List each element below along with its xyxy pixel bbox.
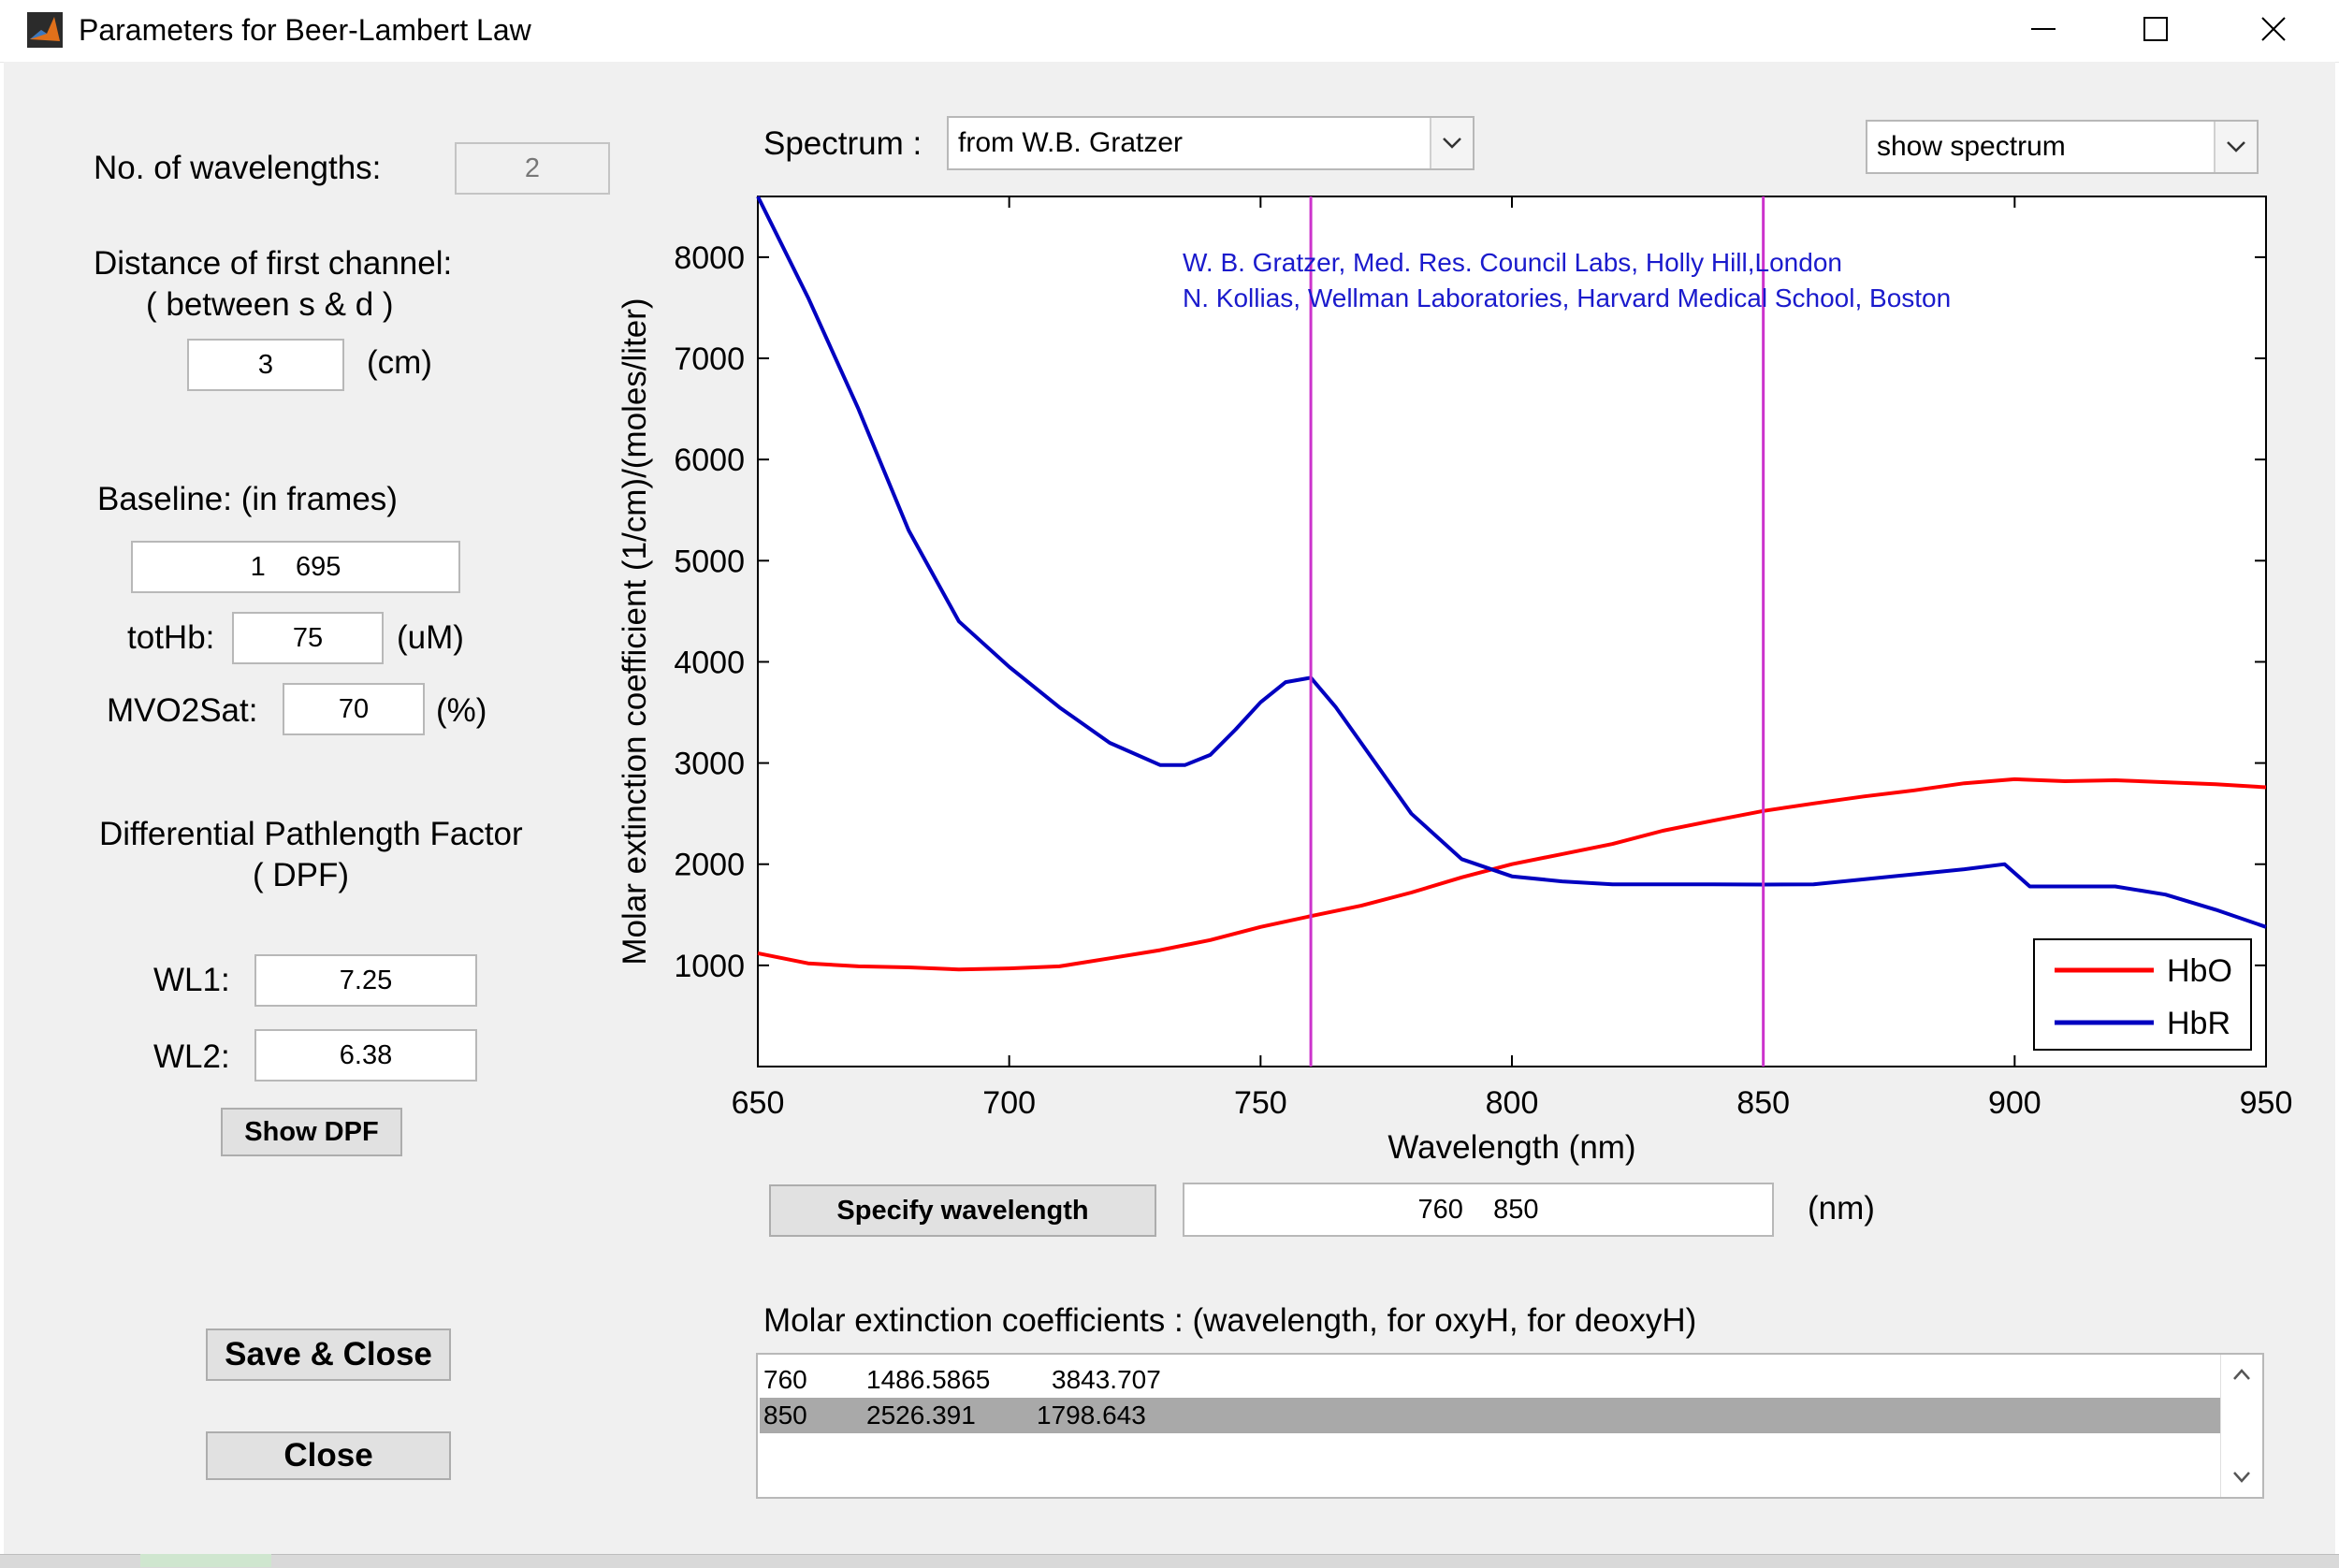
minimize-button[interactable] bbox=[1998, 0, 2088, 58]
title-bar: Parameters for Beer-Lambert Law bbox=[0, 0, 2339, 63]
distance-label: Distance of first channel: bbox=[94, 245, 453, 282]
tothb-field[interactable]: 75 bbox=[232, 612, 384, 664]
spectrum-label: Spectrum : bbox=[763, 125, 923, 162]
save-close-button[interactable]: Save & Close bbox=[206, 1328, 451, 1381]
legend-label-hbr: HbR bbox=[2167, 1006, 2230, 1041]
close-button[interactable]: Close bbox=[206, 1431, 451, 1480]
list-item-selected[interactable]: 850 2526.391 1798.643 bbox=[760, 1398, 2221, 1433]
x-tick-label: 700 bbox=[982, 1085, 1036, 1121]
view-select-value: show spectrum bbox=[1877, 131, 2066, 162]
tothb-unit: (uM) bbox=[397, 619, 464, 656]
chevron-down-icon bbox=[2214, 122, 2257, 172]
minimize-icon bbox=[2031, 28, 2056, 30]
spectrum-select[interactable]: from W.B. Gratzer bbox=[947, 116, 1475, 170]
baseline-label: Baseline: (in frames) bbox=[97, 481, 398, 517]
maximize-button[interactable] bbox=[2111, 0, 2201, 58]
coefficients-label: Molar extinction coefficients : (wavelen… bbox=[763, 1302, 1697, 1339]
wl2-label: WL2: bbox=[153, 1038, 230, 1075]
mvo2sat-field[interactable]: 70 bbox=[283, 683, 425, 735]
y-tick-label: 4000 bbox=[674, 645, 745, 680]
legend-box bbox=[2033, 938, 2252, 1051]
annotation-text: N. Kollias, Wellman Laboratories, Harvar… bbox=[1183, 283, 1951, 312]
y-tick-label: 5000 bbox=[674, 544, 745, 579]
coefficients-list[interactable]: 760 1486.5865 3843.707 850 2526.391 1798… bbox=[756, 1353, 2264, 1499]
plot-area bbox=[757, 196, 2267, 1067]
matlab-app-icon bbox=[27, 12, 63, 48]
status-segment bbox=[140, 1554, 271, 1567]
status-bar bbox=[0, 1554, 2339, 1568]
close-window-button[interactable] bbox=[2229, 0, 2318, 58]
coef-deoxy: 3843.707 bbox=[1052, 1365, 1161, 1394]
legend-label-hbo: HbO bbox=[2167, 953, 2232, 989]
num-wavelengths-field: 2 bbox=[455, 142, 610, 195]
x-tick-label: 850 bbox=[1736, 1085, 1790, 1121]
coef-wavelength: 760 bbox=[763, 1365, 807, 1394]
spectrum-select-value: from W.B. Gratzer bbox=[958, 127, 1184, 158]
num-wavelengths-label: No. of wavelengths: bbox=[94, 150, 382, 186]
x-tick-label: 900 bbox=[1988, 1085, 2041, 1121]
window-title: Parameters for Beer-Lambert Law bbox=[79, 13, 531, 47]
x-axis-label: Wavelength (nm) bbox=[1387, 1129, 1635, 1166]
wavelength-unit: (nm) bbox=[1808, 1190, 1875, 1227]
series-line-hbr bbox=[756, 196, 2267, 929]
annotation-text: W. B. Gratzer, Med. Res. Council Labs, H… bbox=[1183, 248, 1842, 277]
chevron-down-icon bbox=[1430, 118, 1473, 168]
tothb-label: totHb: bbox=[127, 619, 215, 656]
wl1-dpf-field[interactable]: 7.25 bbox=[254, 954, 477, 1007]
y-axis-label: Molar extinction coefficient (1/cm)/(mol… bbox=[617, 298, 653, 965]
spectrum-chart: 650 700 750 800 850 900 950 1000 2000 3000 4000 500… bbox=[617, 196, 2293, 1166]
wl2-dpf-field[interactable]: 6.38 bbox=[254, 1029, 477, 1082]
y-tick-label: 3000 bbox=[674, 747, 745, 782]
close-icon bbox=[2261, 17, 2286, 41]
x-tick-label: 800 bbox=[1486, 1085, 1539, 1121]
x-tick-label: 750 bbox=[1234, 1085, 1287, 1121]
mvo2sat-label: MVO2Sat: bbox=[107, 692, 258, 729]
chevron-up-icon bbox=[2233, 1369, 2250, 1380]
y-tick-label: 8000 bbox=[674, 240, 745, 276]
coef-oxy: 1486.5865 bbox=[866, 1365, 991, 1394]
distance-unit: (cm) bbox=[367, 344, 432, 381]
dpf-label: Differential Pathlength Factor bbox=[99, 816, 523, 852]
baseline-field[interactable]: 1 695 bbox=[131, 541, 460, 593]
wl1-label: WL1: bbox=[153, 962, 230, 998]
series-line-hbo bbox=[757, 777, 2267, 972]
coef-wavelength: 850 bbox=[763, 1401, 807, 1430]
mvo2sat-unit: (%) bbox=[436, 692, 487, 729]
coef-deoxy: 1798.643 bbox=[1037, 1401, 1146, 1430]
list-item[interactable]: 760 1486.5865 3843.707 bbox=[760, 1362, 2221, 1398]
y-tick-label: 6000 bbox=[674, 443, 745, 478]
list-scrollbar[interactable] bbox=[2220, 1355, 2262, 1497]
y-tick-label: 7000 bbox=[674, 341, 745, 377]
coef-oxy: 2526.391 bbox=[866, 1401, 976, 1430]
x-tick-label: 650 bbox=[732, 1085, 785, 1121]
y-tick-label: 1000 bbox=[674, 949, 745, 984]
show-dpf-button[interactable]: Show DPF bbox=[221, 1108, 402, 1156]
chevron-down-icon bbox=[2233, 1472, 2250, 1483]
x-tick-label: 950 bbox=[2240, 1085, 2293, 1121]
specify-wavelength-button[interactable]: Specify wavelength bbox=[769, 1184, 1156, 1237]
dpf-sublabel: ( DPF) bbox=[253, 857, 350, 893]
distance-sublabel: ( between s & d ) bbox=[146, 286, 394, 323]
view-select[interactable]: show spectrum bbox=[1866, 120, 2259, 174]
maximize-icon bbox=[2143, 17, 2168, 41]
y-tick-label: 2000 bbox=[674, 848, 745, 883]
wavelength-field[interactable]: 760 850 bbox=[1183, 1183, 1774, 1237]
distance-field[interactable]: 3 bbox=[187, 339, 344, 391]
